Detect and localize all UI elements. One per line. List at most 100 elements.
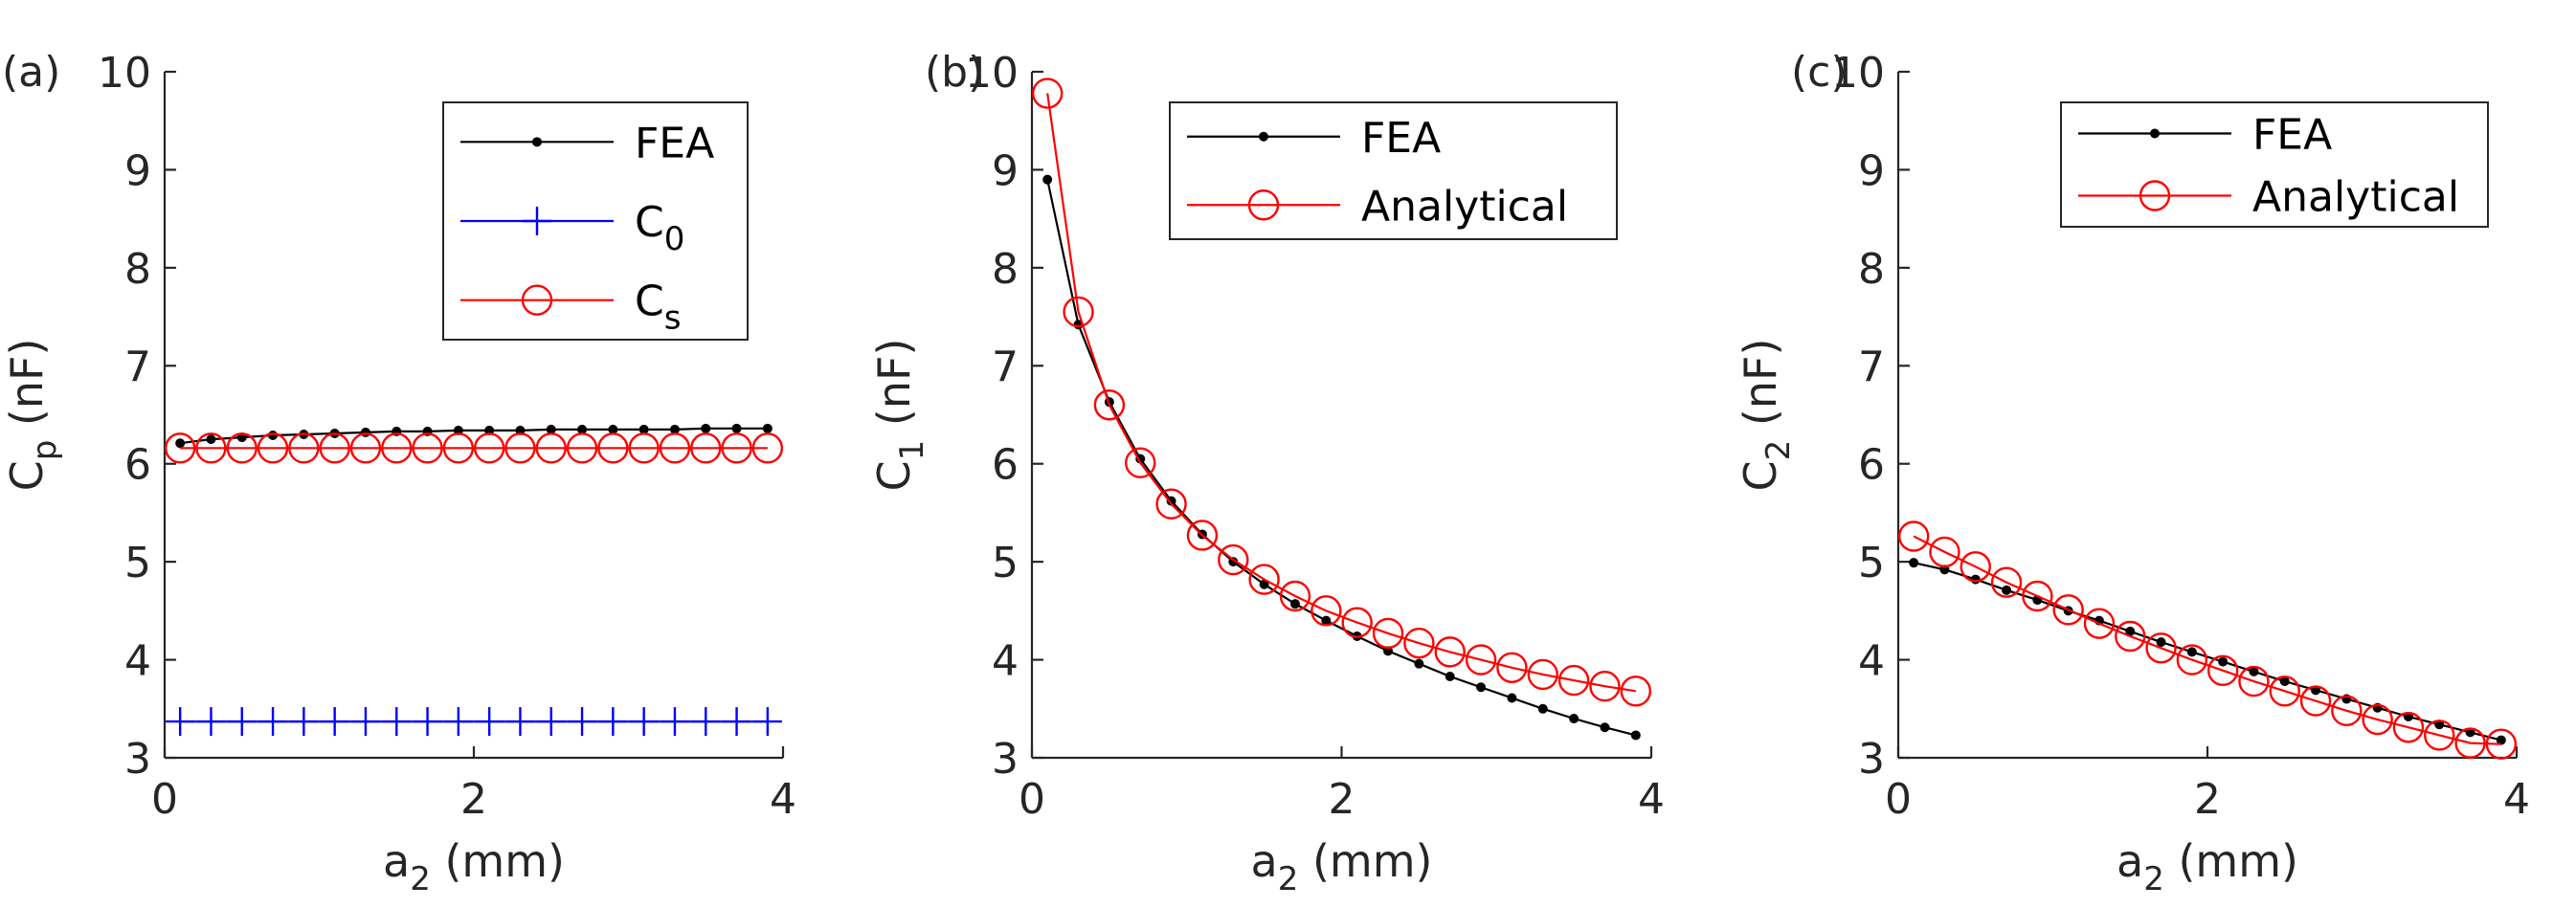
data-point bbox=[2362, 703, 2393, 736]
x-axis-label-part: (mm) bbox=[431, 835, 565, 887]
data-point bbox=[319, 432, 350, 464]
legend-label: Analytical bbox=[1361, 182, 1568, 231]
data-point bbox=[2052, 594, 2084, 626]
y-axis-label: C2 (nF) bbox=[1735, 339, 1798, 492]
data-point bbox=[1310, 595, 1342, 627]
x-axis-label-part: a bbox=[383, 835, 410, 887]
data-point bbox=[2238, 665, 2270, 698]
y-tick-label: 3 bbox=[1858, 735, 1885, 784]
data-point bbox=[1527, 658, 1558, 691]
y-tick-label: 5 bbox=[124, 539, 151, 587]
x-axis-label-part: 2 bbox=[410, 860, 431, 898]
y-tick-label: 3 bbox=[992, 735, 1019, 784]
y-tick-label: 10 bbox=[98, 49, 151, 98]
x-axis-label: a2 (mm) bbox=[1251, 835, 1433, 898]
data-point bbox=[1063, 296, 1094, 328]
y-tick-label: 8 bbox=[124, 245, 151, 294]
data-point bbox=[350, 707, 380, 737]
legend-item-fea: FEA bbox=[1187, 114, 1441, 163]
legend-marker bbox=[2150, 128, 2160, 139]
data-point bbox=[629, 707, 659, 737]
data-point bbox=[175, 438, 186, 449]
data-point bbox=[2206, 654, 2239, 687]
data-point bbox=[1321, 615, 1332, 626]
legend-marker bbox=[523, 207, 551, 235]
x-axis-label: a2 (mm) bbox=[383, 835, 565, 898]
data-point bbox=[1341, 607, 1373, 638]
data-point bbox=[289, 707, 319, 737]
data-point bbox=[1248, 564, 1280, 595]
legend-item-c0: C0 bbox=[460, 198, 684, 258]
y-tick-label: 5 bbox=[1858, 539, 1885, 587]
data-point bbox=[1155, 488, 1187, 520]
x-axis-label-part: (mm) bbox=[2164, 835, 2298, 887]
data-point bbox=[577, 424, 588, 434]
legend-marker bbox=[532, 137, 542, 147]
legend-box bbox=[2060, 101, 2489, 228]
data-point bbox=[2331, 695, 2363, 727]
legend-label-part: C bbox=[635, 198, 664, 247]
data-point bbox=[1557, 664, 1590, 697]
data-point bbox=[1600, 722, 1610, 733]
legend-label: FEA bbox=[635, 119, 714, 167]
data-point bbox=[608, 424, 618, 434]
data-point bbox=[691, 707, 721, 737]
data-point bbox=[1970, 574, 1981, 585]
y-axis-label: C1 (nF) bbox=[868, 339, 931, 492]
data-point bbox=[2299, 685, 2332, 717]
legend-label-part: FEA bbox=[1361, 114, 1441, 163]
legend-item-analytical: Analytical bbox=[1187, 182, 1568, 231]
data-point bbox=[690, 432, 722, 464]
data-point bbox=[2186, 647, 2197, 657]
series-line bbox=[1913, 535, 2501, 745]
legend-marker bbox=[2139, 180, 2171, 211]
y-tick-label: 6 bbox=[1858, 441, 1885, 490]
legend-label: FEA bbox=[1361, 114, 1441, 163]
y-axis-label: Cp (nF) bbox=[1, 339, 64, 492]
x-axis-label-part: a bbox=[2117, 835, 2143, 887]
data-point bbox=[2176, 644, 2208, 675]
legend-label-part: 0 bbox=[664, 220, 685, 258]
data-point bbox=[628, 432, 660, 464]
data-point bbox=[1507, 693, 1517, 703]
data-point bbox=[1620, 675, 1652, 707]
data-point bbox=[381, 432, 413, 464]
y-axis-label-part: p bbox=[26, 440, 64, 461]
legend-label-part: Analytical bbox=[2252, 173, 2459, 222]
data-point bbox=[258, 707, 288, 737]
data-point bbox=[2392, 712, 2425, 743]
y-axis-label-part: C bbox=[868, 460, 920, 491]
data-point bbox=[2496, 735, 2506, 745]
data-point bbox=[349, 432, 382, 464]
y-tick-label: 3 bbox=[124, 735, 151, 784]
panel-label: (c) bbox=[1791, 48, 1848, 97]
y-tick-label: 8 bbox=[992, 245, 1019, 294]
series-fea bbox=[1042, 174, 1641, 741]
data-point bbox=[722, 707, 751, 737]
data-point bbox=[1186, 520, 1219, 551]
data-point bbox=[1476, 682, 1487, 693]
y-axis-label-part: 1 bbox=[893, 440, 931, 461]
data-point bbox=[227, 707, 257, 737]
data-point bbox=[505, 707, 535, 737]
data-point bbox=[535, 432, 567, 464]
data-point bbox=[475, 707, 504, 737]
legend: FEA Analytical bbox=[2060, 101, 2489, 228]
data-point bbox=[360, 427, 370, 437]
series-line bbox=[1046, 93, 1636, 693]
y-axis-label-part: C bbox=[1735, 460, 1786, 491]
y-tick-label: 9 bbox=[992, 146, 1019, 195]
x-tick-label: 0 bbox=[1019, 775, 1045, 824]
legend-item-fea: FEA bbox=[2078, 111, 2332, 160]
y-axis-label-part: (nF) bbox=[868, 339, 920, 440]
series-analytical bbox=[1897, 520, 2518, 760]
data-point bbox=[1897, 520, 1930, 552]
x-axis-label-part: a bbox=[1251, 835, 1278, 887]
data-point bbox=[1042, 174, 1053, 185]
y-axis-label-part: (nF) bbox=[1735, 339, 1786, 440]
